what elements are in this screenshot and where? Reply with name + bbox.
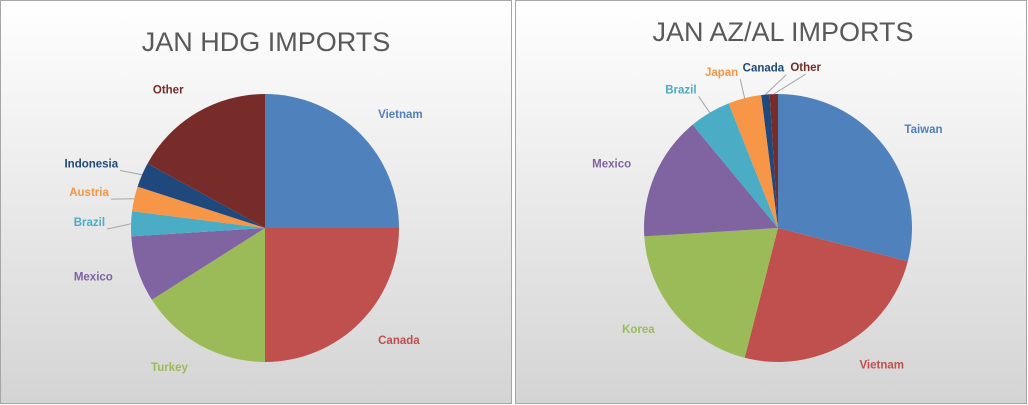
slice-label: Mexico: [74, 271, 113, 283]
slice-label: Japan: [705, 67, 738, 79]
leader-line: [120, 169, 143, 176]
pie-slice: [151, 228, 265, 362]
chart-title: JAN AZ/AL IMPORTS: [652, 17, 913, 47]
pie-slice: [137, 163, 265, 228]
pie-slice: [728, 95, 778, 228]
slice-label: Austria: [69, 187, 109, 199]
pie-slice: [265, 94, 399, 228]
chart-title: JAN HDG IMPORTS: [142, 27, 391, 57]
slice-label: Brazil: [665, 84, 696, 96]
pie-slice: [761, 94, 778, 228]
leader-line: [773, 73, 806, 95]
pie-slice: [147, 94, 265, 228]
pie-slice: [778, 94, 912, 262]
slice-label: Brazil: [74, 217, 105, 229]
pie-slice: [769, 94, 778, 228]
slice-label: Korea: [622, 324, 655, 336]
slice-label: Mexico: [592, 158, 631, 170]
slice-label: Vietnam: [378, 109, 423, 121]
pie-slice: [265, 228, 399, 362]
slice-label: Canada: [378, 335, 420, 347]
pie-slice: [131, 211, 265, 237]
leader-line: [106, 223, 132, 230]
pie-slice: [644, 228, 778, 358]
leader-line: [739, 78, 746, 99]
pie-slice: [744, 228, 908, 362]
slice-label: Taiwan: [904, 124, 942, 136]
pie-slice: [131, 228, 265, 300]
pie-slice: [643, 124, 778, 237]
slice-label: Indonesia: [64, 158, 118, 170]
leader-line: [765, 74, 787, 95]
pie-slice: [132, 186, 265, 228]
slice-label: Turkey: [151, 362, 188, 374]
slice-label: Other: [790, 62, 821, 74]
leader-line: [698, 95, 711, 113]
pie-slice: [692, 103, 778, 228]
slice-label: Canada: [743, 63, 785, 75]
slice-label: Other: [153, 84, 184, 96]
slice-label: Vietnam: [859, 360, 904, 372]
